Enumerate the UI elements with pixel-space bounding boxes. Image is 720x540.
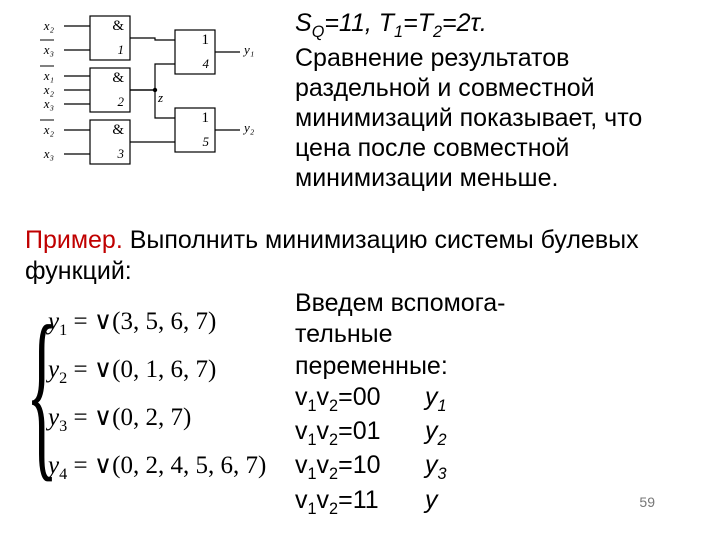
task-text: Пример. Выполнить минимизацию системы бу…	[25, 225, 705, 286]
svg-text:1: 1	[202, 32, 210, 48]
svg-text:1: 1	[202, 110, 210, 126]
aux-right: y2	[425, 416, 695, 450]
aux-left: v1v2=10	[295, 450, 425, 484]
aux-intro-2: тельные	[295, 319, 695, 350]
summary-text: SQ=11, T1=T2=2τ. Cравнение результатов р…	[295, 8, 695, 193]
logic-diagram-svg: &1&2&31415x₂x₃x₁x₂x₃x₂x₃zy₁y₂	[30, 8, 254, 182]
equation-row: y2 = ∨(0, 1, 6, 7)	[48, 346, 266, 394]
aux-right: y1	[425, 382, 695, 416]
aux-right: y3	[425, 450, 695, 484]
svg-text:x₂: x₂	[43, 122, 55, 137]
slide-root: &1&2&31415x₂x₃x₁x₂x₃x₂x₃zy₁y₂ SQ=11, T1=…	[0, 0, 720, 540]
svg-text:x₃: x₃	[43, 42, 54, 57]
svg-text:4: 4	[203, 56, 210, 71]
svg-text:x₂: x₂	[43, 82, 55, 97]
logic-diagram: &1&2&31415x₂x₃x₁x₂x₃x₂x₃zy₁y₂	[30, 8, 254, 182]
svg-text:x₂: x₂	[43, 18, 55, 33]
t2-pre: =T	[403, 9, 433, 37]
sq-S: S	[295, 9, 312, 37]
summary-line1: SQ=11, T1=T2=2τ.	[295, 8, 695, 43]
svg-text:&: &	[112, 18, 124, 34]
equation-system: { y1 = ∨(3, 5, 6, 7)y2 = ∨(0, 1, 6, 7)y3…	[48, 298, 266, 490]
svg-text:&: &	[112, 122, 124, 138]
aux-intro-3: переменные:	[295, 351, 695, 382]
tau-end: =2τ.	[442, 9, 487, 37]
t1-sub: 1	[394, 23, 403, 41]
svg-text:x₃: x₃	[43, 146, 54, 161]
svg-text:x₃: x₃	[43, 96, 54, 111]
equation-row: y1 = ∨(3, 5, 6, 7)	[48, 298, 266, 346]
page-number: 59	[639, 494, 655, 510]
aux-vars-text: Введем вспомога- тельные переменные: v1v…	[295, 288, 695, 519]
svg-text:y₁: y₁	[242, 42, 254, 57]
aux-grid: v1v2=00y1v1v2=01y2v1v2=10y3v1v2=11y	[295, 382, 695, 519]
brace-icon: {	[26, 298, 58, 488]
svg-text:1: 1	[118, 42, 125, 57]
t1-pre: =11, T	[324, 9, 394, 37]
aux-left: v1v2=01	[295, 416, 425, 450]
svg-text:3: 3	[117, 146, 125, 161]
svg-text:x₁: x₁	[43, 68, 54, 83]
sq-sub: Q	[312, 23, 325, 41]
svg-text:2: 2	[118, 94, 125, 109]
svg-text:z: z	[157, 90, 163, 105]
task-accent: Пример.	[25, 226, 123, 254]
aux-left: v1v2=11	[295, 485, 425, 519]
aux-left: v1v2=00	[295, 382, 425, 416]
summary-rest: Cравнение результатов раздельной и совме…	[295, 43, 695, 193]
t2-sub: 2	[433, 23, 442, 41]
svg-text:&: &	[112, 70, 124, 86]
svg-text:5: 5	[203, 134, 210, 149]
equation-row: y3 = ∨(0, 2, 7)	[48, 394, 266, 442]
aux-intro-1: Введем вспомога-	[295, 288, 695, 319]
svg-text:y₂: y₂	[242, 120, 254, 135]
equation-row: y4 = ∨(0, 2, 4, 5, 6, 7)	[48, 442, 266, 490]
